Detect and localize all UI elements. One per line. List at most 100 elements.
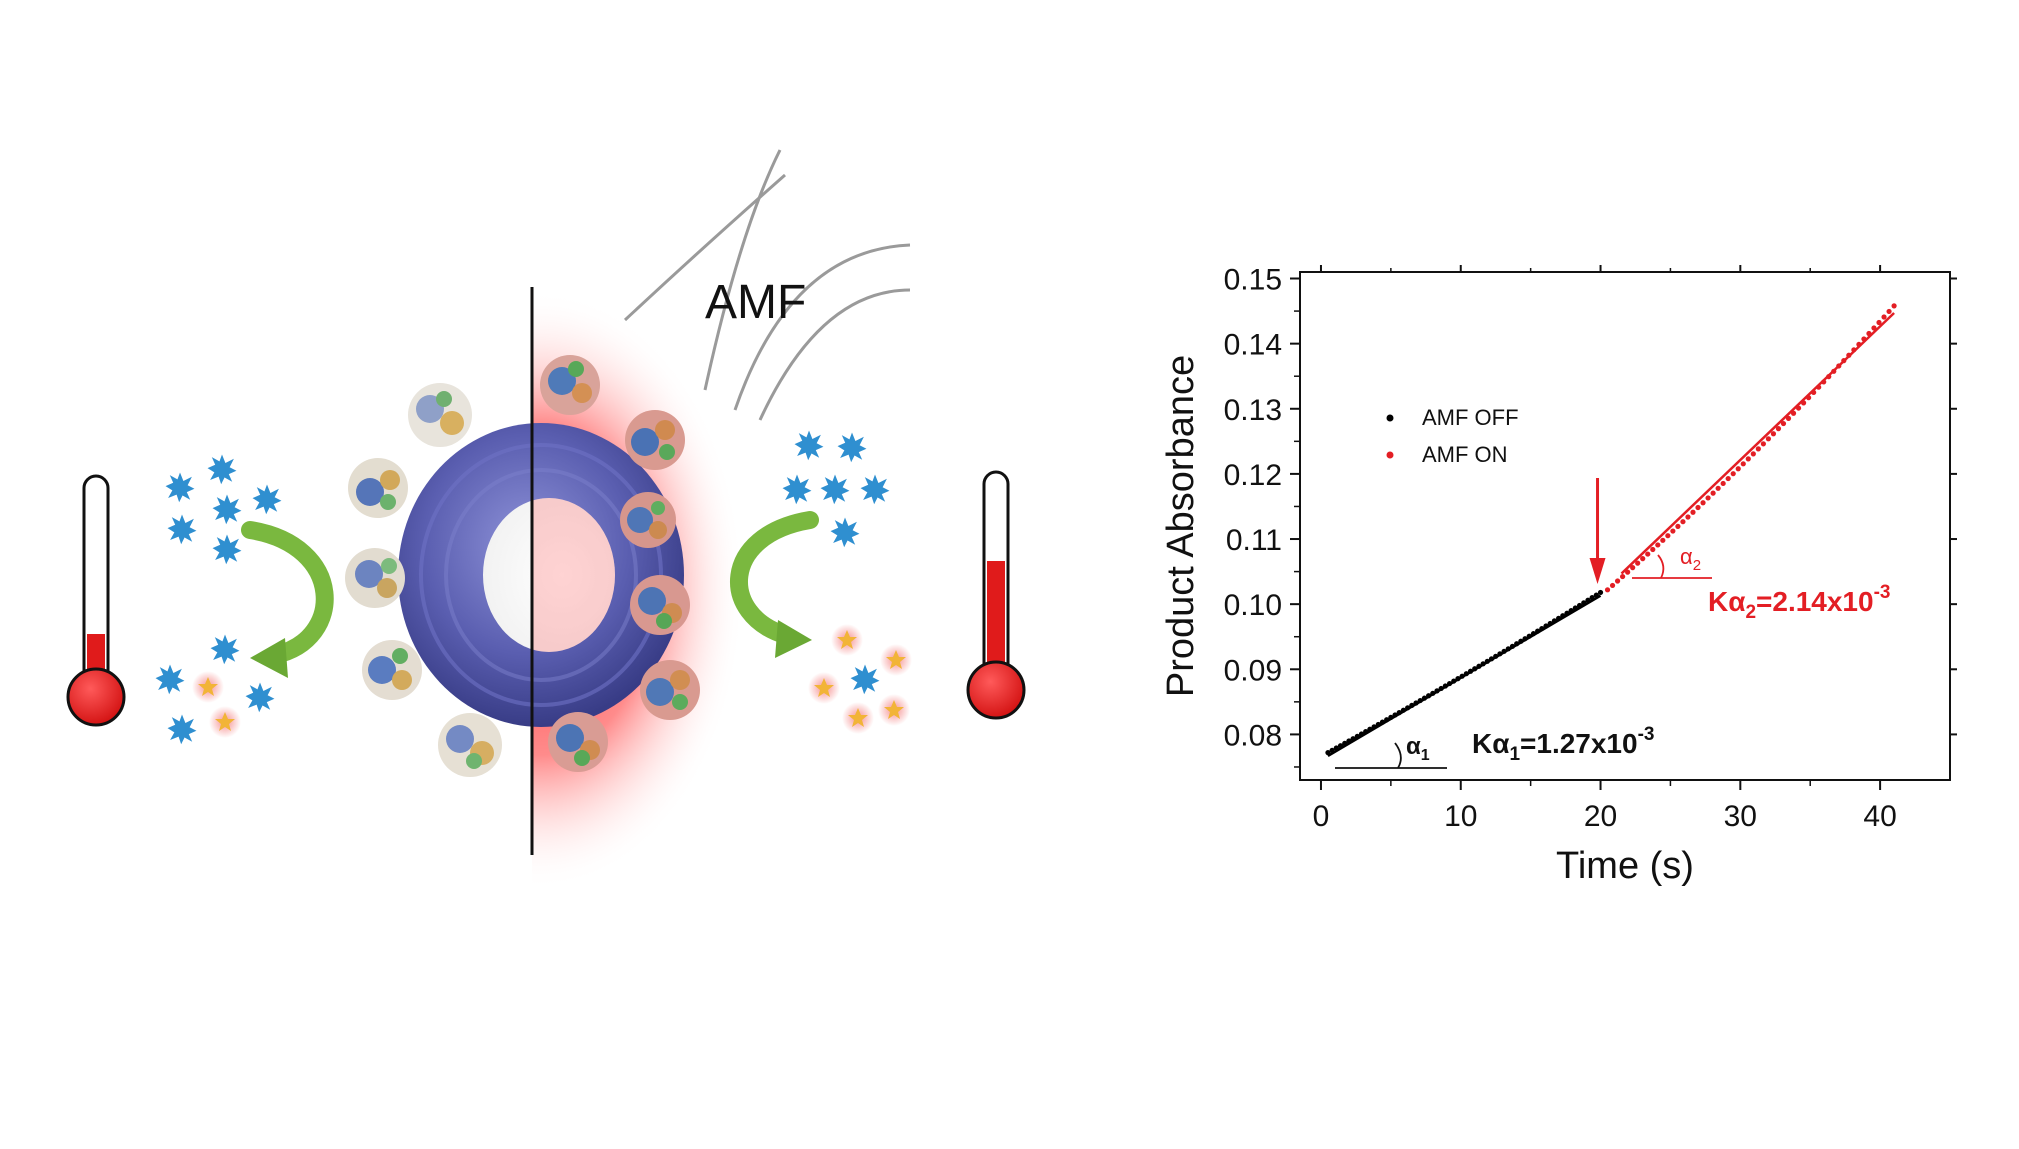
product-star-icon bbox=[878, 694, 910, 726]
alpha2-annotation: α2 bbox=[1632, 544, 1712, 579]
enzyme-icon bbox=[540, 355, 600, 415]
y-axis-label: Product Absorbance bbox=[1160, 355, 1202, 697]
data-point bbox=[1665, 533, 1671, 539]
data-point bbox=[1509, 643, 1516, 649]
data-point bbox=[1367, 726, 1373, 732]
product-star-icon bbox=[831, 624, 863, 656]
product-star-icon bbox=[209, 706, 241, 738]
magnetic-field-icon bbox=[623, 149, 911, 421]
data-point bbox=[1379, 719, 1386, 725]
data-point bbox=[1400, 707, 1407, 713]
y-tick-label: 0.15 bbox=[1224, 264, 1282, 297]
data-point bbox=[1886, 308, 1892, 315]
data-point bbox=[1795, 405, 1802, 411]
data-point bbox=[1675, 523, 1681, 529]
x-tick-label: 20 bbox=[1584, 800, 1617, 833]
data-point bbox=[1472, 666, 1478, 672]
data-point bbox=[1501, 648, 1507, 654]
data-point bbox=[1826, 374, 1832, 380]
data-point bbox=[1690, 509, 1696, 515]
y-tick-label: 0.11 bbox=[1226, 524, 1282, 557]
data-point bbox=[1442, 683, 1448, 689]
data-point bbox=[1821, 379, 1827, 385]
alpha1-subscript: 1 bbox=[1421, 747, 1430, 764]
substrate-star-icon bbox=[207, 454, 237, 485]
substrate-star-icon bbox=[212, 494, 242, 525]
data-point bbox=[1680, 519, 1686, 525]
data-point bbox=[1358, 731, 1365, 737]
data-point bbox=[1476, 663, 1482, 669]
data-point bbox=[1354, 733, 1360, 739]
data-point bbox=[1455, 676, 1461, 682]
data-point bbox=[1710, 490, 1716, 496]
substrate-star-icon bbox=[820, 474, 850, 505]
enzyme-icon bbox=[548, 712, 608, 772]
y-tick-label: 0.12 bbox=[1224, 459, 1282, 492]
data-point bbox=[1700, 500, 1706, 506]
enzyme-icon bbox=[348, 458, 408, 518]
data-point bbox=[1640, 556, 1646, 562]
x-tick-label: 10 bbox=[1444, 800, 1477, 833]
data-point bbox=[1597, 589, 1604, 596]
data-point bbox=[1576, 602, 1583, 609]
data-point bbox=[1760, 441, 1766, 447]
data-point bbox=[1333, 745, 1339, 751]
y-tick-label: 0.14 bbox=[1224, 329, 1282, 362]
enzyme-cluster bbox=[345, 355, 700, 777]
data-point bbox=[1745, 456, 1751, 462]
nanoparticle-torus-icon bbox=[398, 423, 684, 727]
legend-label-on: AMF ON bbox=[1422, 442, 1508, 467]
data-point bbox=[1463, 671, 1469, 677]
data-point bbox=[1851, 347, 1857, 353]
data-point bbox=[1720, 480, 1726, 487]
data-point bbox=[1543, 623, 1549, 629]
data-point bbox=[1589, 595, 1595, 601]
substrate-star-icon bbox=[782, 474, 812, 505]
data-point bbox=[1409, 702, 1415, 708]
data-point bbox=[1484, 658, 1490, 664]
substrate-star-icon bbox=[167, 714, 197, 745]
data-point bbox=[1811, 389, 1817, 396]
substrate-cluster-left bbox=[165, 454, 282, 565]
data-point bbox=[1522, 636, 1528, 642]
data-point bbox=[1891, 303, 1897, 309]
data-point bbox=[1488, 656, 1495, 662]
switch-arrow-icon bbox=[1589, 478, 1606, 584]
data-point bbox=[1388, 714, 1394, 720]
data-point bbox=[1430, 690, 1436, 696]
enzyme-icon bbox=[620, 492, 676, 548]
data-point bbox=[1609, 582, 1616, 589]
amf-field-label: AMF bbox=[705, 276, 806, 329]
data-point bbox=[1438, 685, 1444, 692]
data-point bbox=[1755, 446, 1761, 452]
y-tick-label: 0.10 bbox=[1224, 589, 1282, 622]
k1-exponent: -3 bbox=[1638, 724, 1655, 745]
data-point bbox=[1866, 330, 1872, 337]
product-cluster-right bbox=[808, 624, 912, 734]
data-point bbox=[1556, 615, 1562, 621]
data-point bbox=[1770, 431, 1777, 437]
data-point bbox=[1790, 410, 1797, 416]
data-point bbox=[1685, 514, 1691, 520]
alpha1-annotation: α1 bbox=[1335, 733, 1447, 769]
thermometer-icon-left bbox=[66, 474, 126, 727]
data-point bbox=[1342, 740, 1348, 746]
substrate-star-icon bbox=[165, 472, 195, 503]
y-axis: 0.08 0.09 0.10 0.11 0.12 0.13 0.14 0.15 bbox=[1224, 264, 1957, 768]
data-point bbox=[1765, 436, 1772, 442]
substrate-star-icon bbox=[212, 534, 242, 565]
data-point bbox=[1350, 736, 1356, 742]
data-point bbox=[1715, 485, 1721, 491]
x-tick-label: 0 bbox=[1313, 800, 1330, 833]
data-point bbox=[1650, 546, 1656, 553]
data-point bbox=[1881, 314, 1887, 320]
legend-marker-on bbox=[1386, 451, 1394, 459]
enzyme-icon bbox=[345, 548, 405, 608]
data-point bbox=[1421, 695, 1428, 701]
data-point bbox=[1467, 668, 1474, 674]
data-point bbox=[1371, 724, 1377, 730]
x-axis: 0 10 20 30 40 bbox=[1313, 265, 1897, 833]
y-tick-label: 0.13 bbox=[1224, 394, 1282, 427]
x-tick-label: 30 bbox=[1724, 800, 1757, 833]
k2-prefix: Kα bbox=[1708, 586, 1745, 617]
